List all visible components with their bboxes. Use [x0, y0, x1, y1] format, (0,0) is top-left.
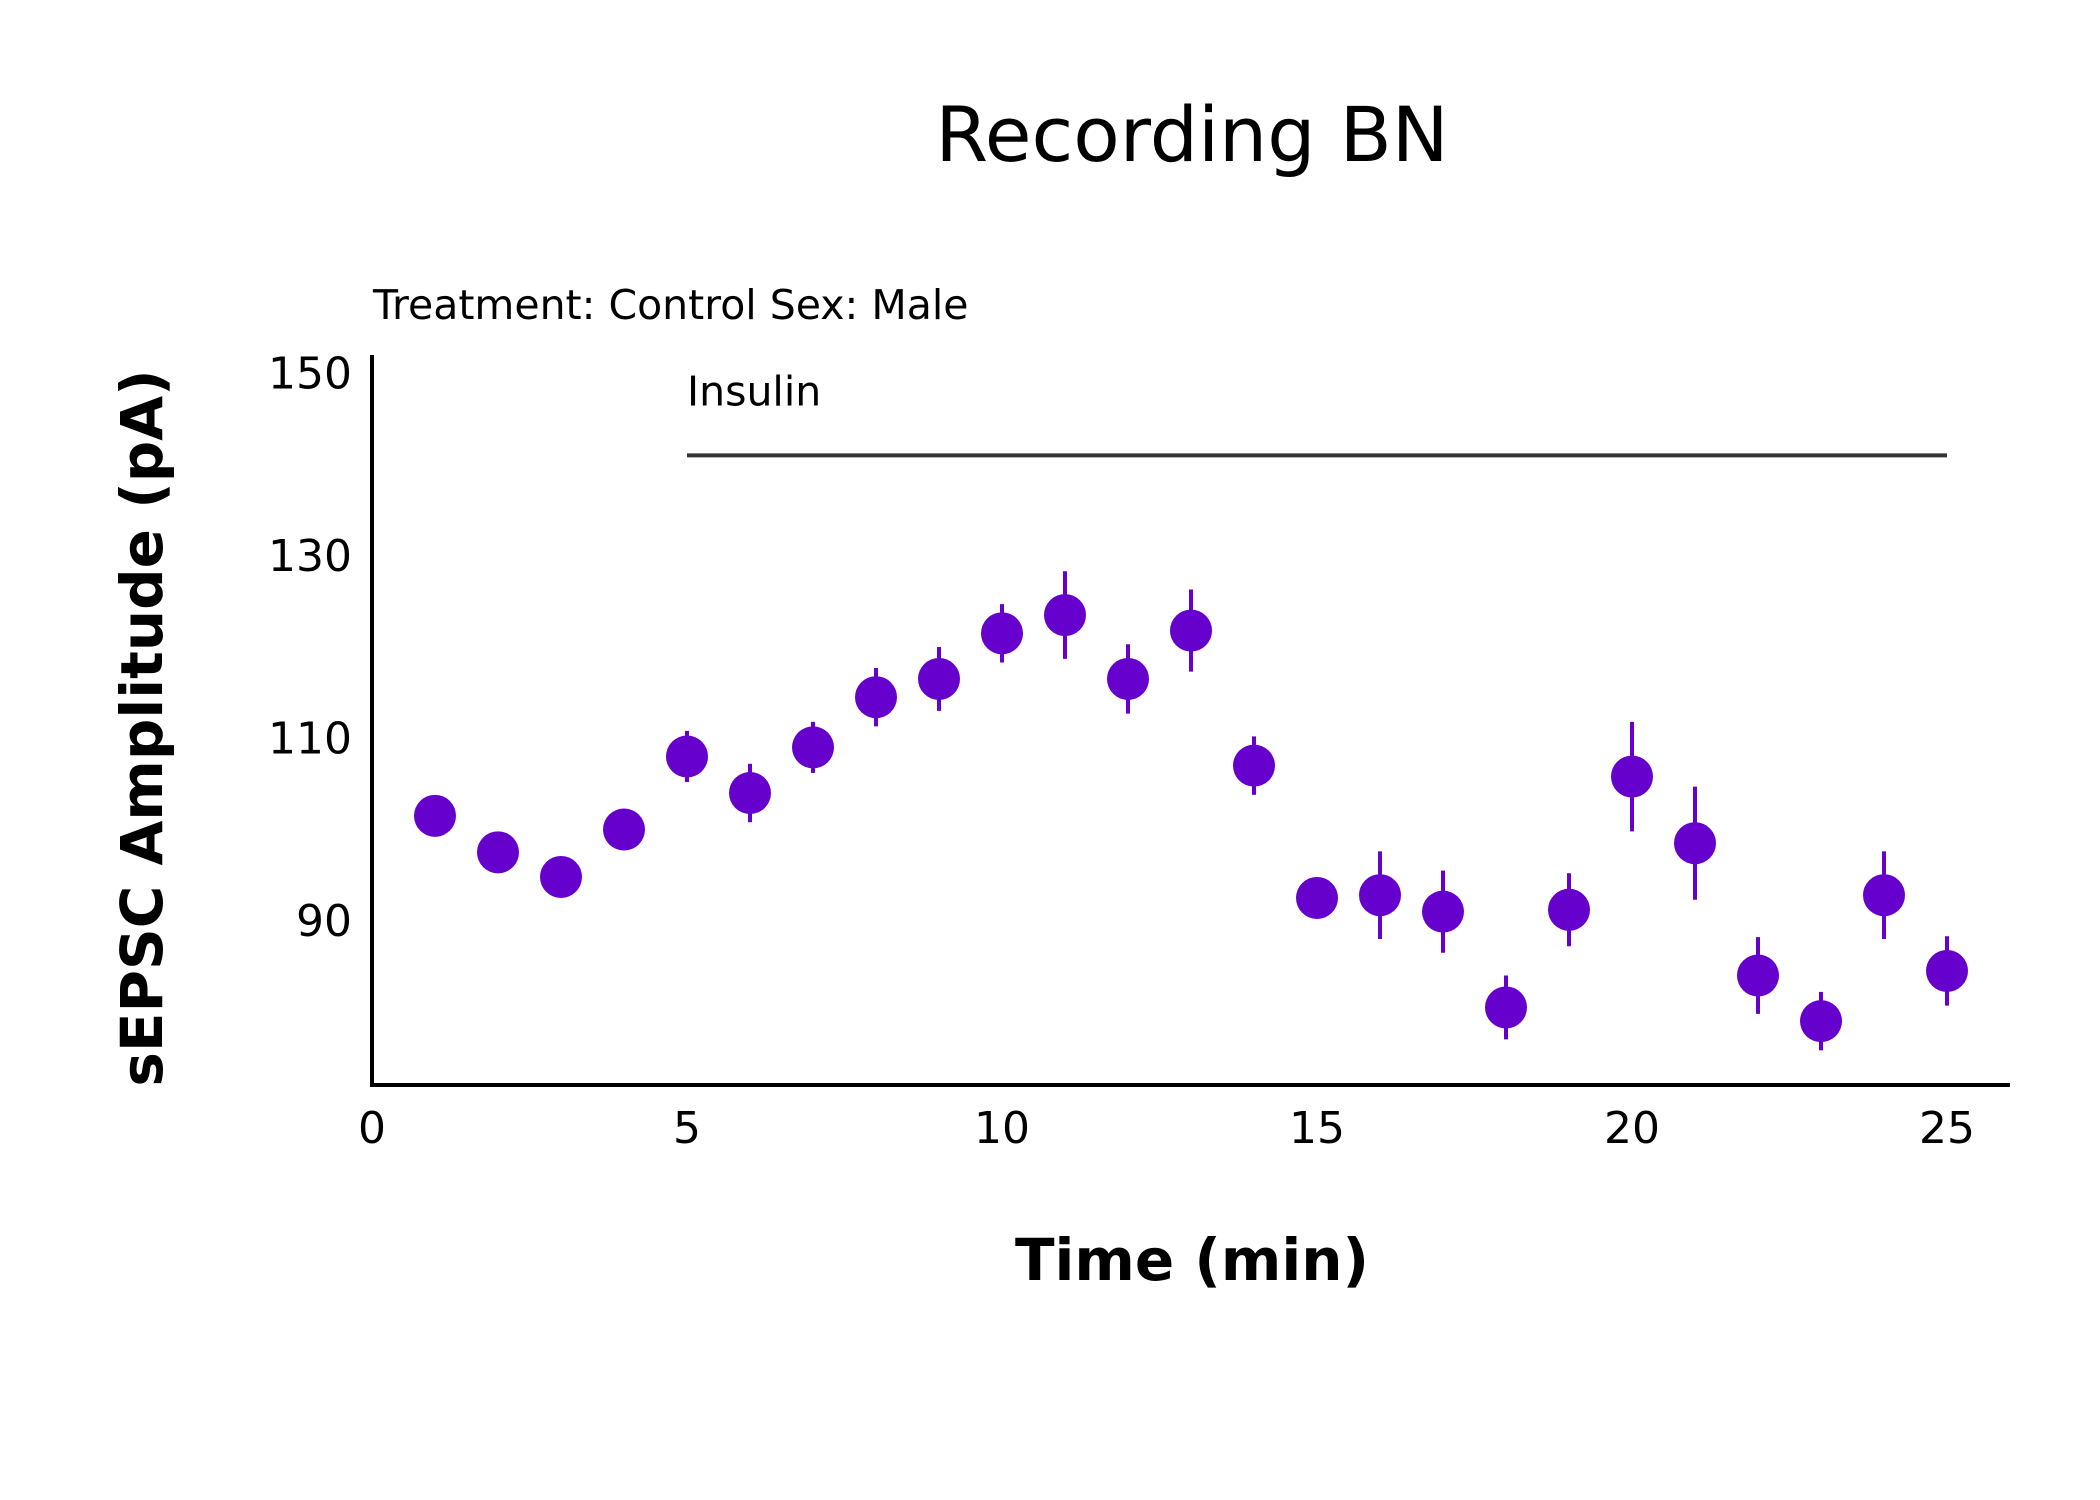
y-axis-label: sEPSC Amplitude (pA) — [108, 369, 176, 1086]
data-point — [1044, 594, 1086, 637]
data-point — [792, 726, 834, 769]
data-point — [1863, 874, 1905, 917]
x-tick-label: 5 — [673, 1103, 701, 1154]
y-tick-label: 90 — [296, 896, 352, 947]
x-tick-label: 10 — [974, 1103, 1030, 1154]
data-point — [540, 855, 582, 898]
annotation-layer: Insulin — [687, 367, 1947, 458]
data-point — [666, 735, 708, 778]
x-tick-label: 25 — [1919, 1103, 1975, 1154]
data-point — [1233, 744, 1275, 787]
data-point — [1359, 874, 1401, 917]
y-tick-label: 130 — [268, 531, 352, 582]
data-point — [1170, 609, 1212, 652]
data-point — [603, 808, 645, 851]
data-point — [477, 831, 519, 874]
data-point — [1800, 1000, 1842, 1043]
insulin-label: Insulin — [687, 367, 821, 415]
data-layer — [414, 571, 1968, 1051]
data-point — [1737, 954, 1779, 997]
x-tick-label: 15 — [1289, 1103, 1345, 1154]
chart-subtitle: Treatment: Control Sex: Male — [372, 281, 968, 329]
x-axis-label: Time (min) — [1015, 1226, 1369, 1294]
y-tick-label: 150 — [268, 348, 352, 399]
axes: 0 5 10 15 20 25 90 110 130 150 — [268, 348, 2010, 1154]
x-tick-label: 20 — [1604, 1103, 1660, 1154]
y-tick-label: 110 — [268, 713, 352, 764]
data-point — [729, 772, 771, 814]
data-point — [414, 794, 456, 837]
data-point — [1485, 986, 1527, 1029]
chart-title: Recording BN — [935, 90, 1448, 179]
x-tick-label: 0 — [358, 1103, 386, 1154]
data-point — [1107, 657, 1149, 700]
data-point — [1674, 822, 1716, 865]
data-point — [981, 612, 1023, 655]
data-point — [1926, 949, 1968, 992]
data-point — [1548, 888, 1590, 931]
data-point — [1296, 876, 1338, 919]
data-point — [1611, 755, 1653, 798]
data-point — [1422, 890, 1464, 933]
data-point — [918, 657, 960, 700]
data-point — [855, 676, 897, 719]
